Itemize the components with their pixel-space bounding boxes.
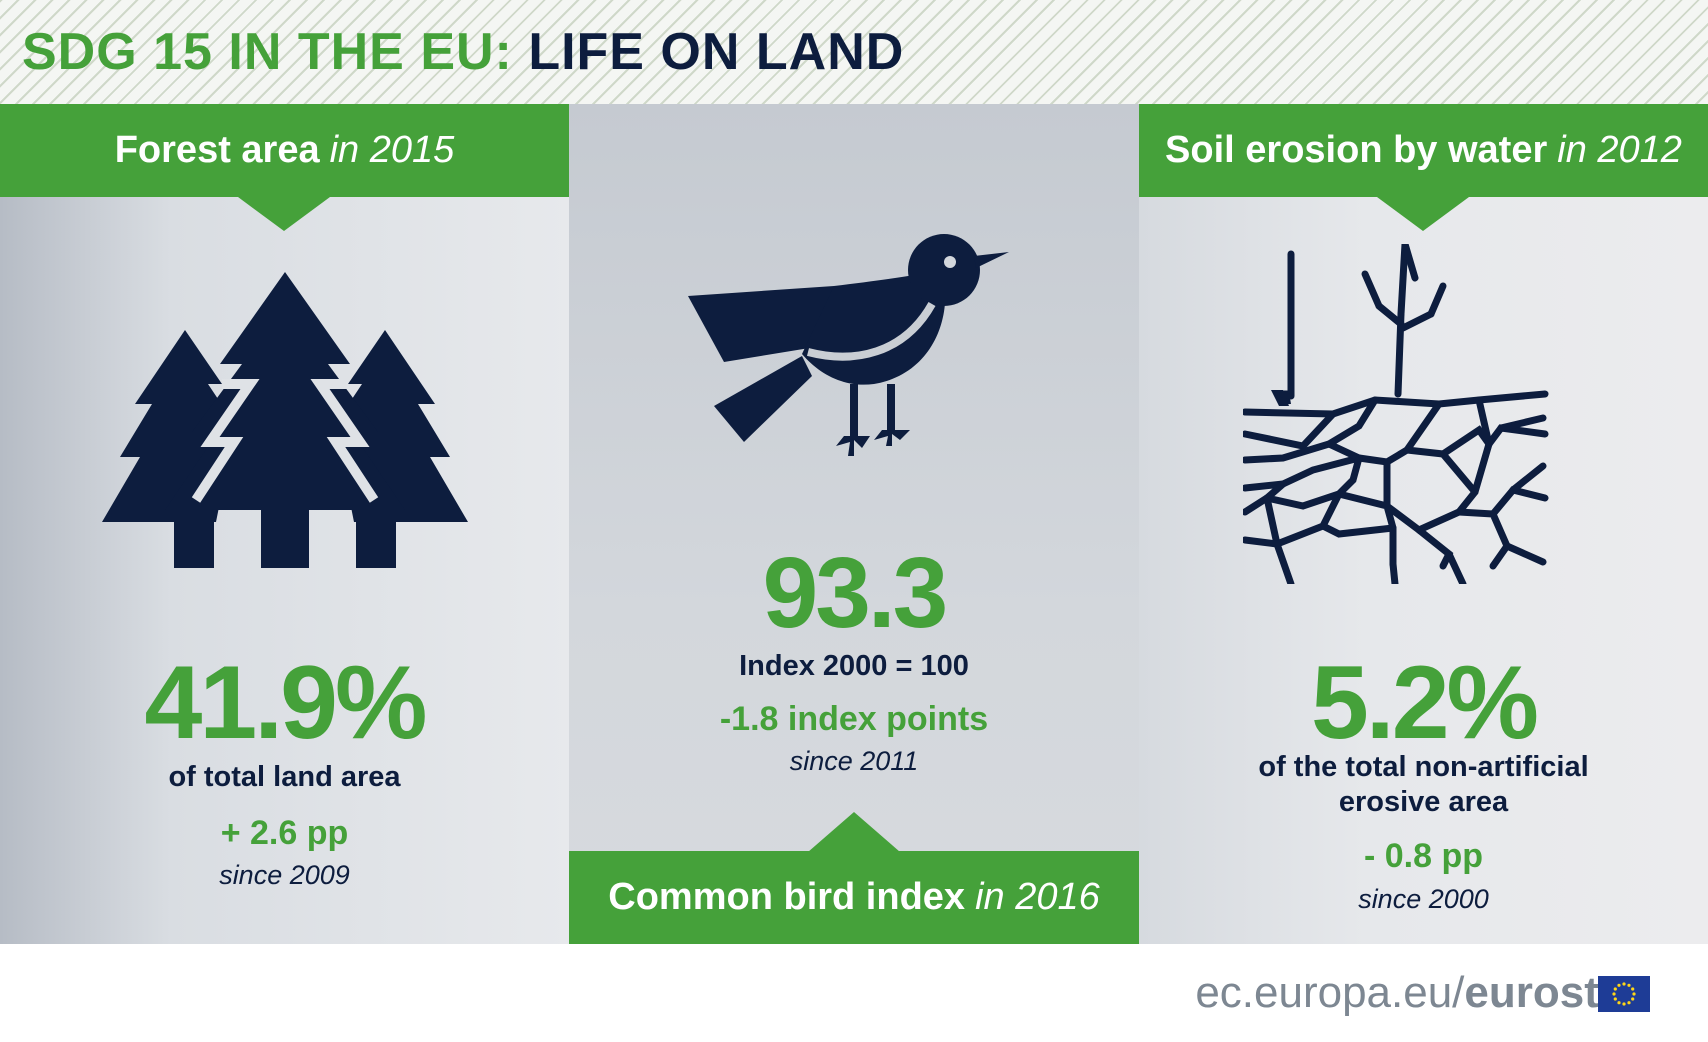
bird-label-band: Common bird index in 2016 — [569, 851, 1139, 944]
bird-since: since 2011 — [789, 746, 919, 776]
soil-label-band: Soil erosion by water in 2012 — [1139, 104, 1708, 197]
forest-label: Forest area — [114, 129, 320, 171]
forest-since: since 2009 — [219, 860, 350, 890]
title-main: LIFE ON LAND — [528, 23, 905, 81]
footer: ec.europa.eu/eurostat — [0, 944, 1708, 1042]
bird-label-year: in 2016 — [975, 876, 1100, 918]
soil-pointer — [1377, 197, 1469, 231]
forest-description: of total land area — [168, 761, 401, 793]
soil-label: Soil erosion by water — [1165, 129, 1548, 171]
source-link[interactable]: ec.europa.eu/eurostat — [1195, 968, 1638, 1018]
title-prefix: SDG 15 IN THE EU: — [22, 23, 513, 81]
forest-change: + 2.6 pp — [220, 814, 349, 852]
header-banner: SDG 15 IN THE EU: LIFE ON LAND — [0, 0, 1708, 104]
source-url[interactable]: ec.europa.eu/ — [1195, 968, 1465, 1017]
forest-label-year: in 2015 — [329, 129, 455, 171]
bird-change: -1.8 index points — [719, 700, 989, 738]
soil-change: - 0.8 pp — [1363, 837, 1484, 875]
soil-description-1: of the total non-artificial — [1258, 751, 1589, 783]
page-title: SDG 15 IN THE EU: LIFE ON LAND — [22, 22, 904, 82]
soil-description-2: erosive area — [1338, 786, 1509, 818]
bird-icon — [688, 234, 1009, 456]
trees-icon — [102, 272, 468, 568]
forest-panel: Forest area in 2015 41.9% of total land … — [0, 104, 569, 944]
forest-label-band: Forest area in 2015 — [0, 104, 569, 197]
cracked-soil-tree-icon — [1243, 244, 1549, 584]
soil-label-year: in 2012 — [1557, 129, 1682, 171]
bird-pointer — [808, 812, 900, 852]
forest-value: 41.9% — [144, 645, 428, 761]
eu-flag-icon — [1598, 976, 1650, 1012]
soil-panel: Soil erosion by water in 2012 — [1139, 104, 1708, 944]
bird-value: 93.3 — [762, 537, 949, 649]
bird-description: Index 2000 = 100 — [739, 650, 969, 682]
bird-label: Common bird index — [608, 876, 966, 918]
soil-since: since 2000 — [1358, 884, 1489, 914]
soil-value: 5.2% — [1310, 645, 1539, 761]
forest-pointer — [238, 197, 330, 231]
bird-panel: 93.3 Index 2000 = 100 -1.8 index points … — [569, 104, 1139, 944]
